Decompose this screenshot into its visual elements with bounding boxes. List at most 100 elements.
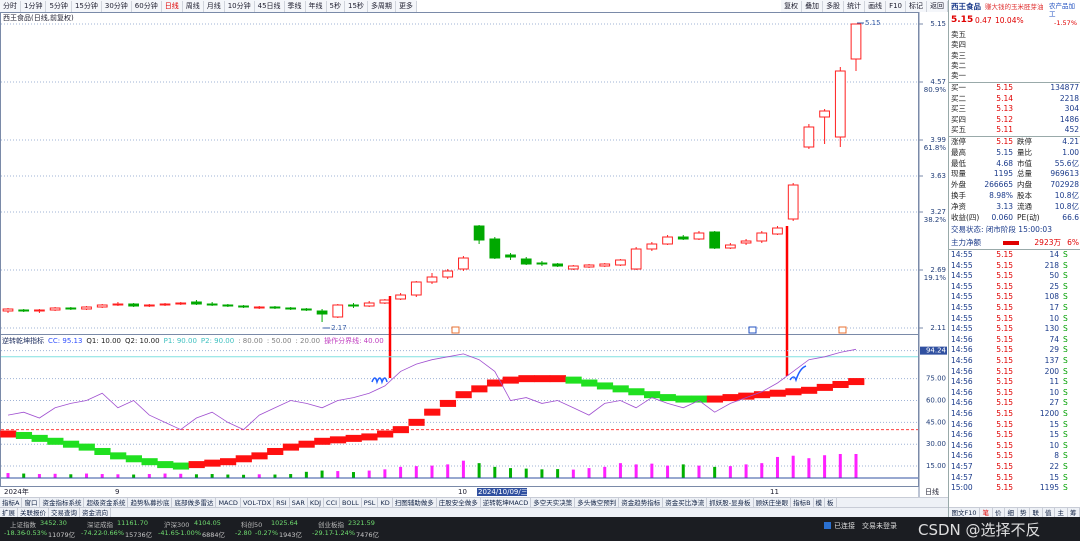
indicator-tab[interactable]: 指标A — [0, 498, 23, 508]
tool-button[interactable]: 叠加 — [802, 0, 824, 12]
index-price: 4104.05 — [194, 519, 221, 527]
indicator-tab[interactable]: CCI — [324, 498, 341, 508]
y-tick-label: 30.00 — [926, 440, 946, 448]
indicator-tab[interactable]: 庄股安全做多 — [437, 498, 481, 508]
period-button[interactable]: 年线 — [306, 0, 327, 12]
tool-button[interactable]: 返回 — [927, 0, 948, 12]
panel-tab[interactable]: 势 — [1018, 508, 1031, 517]
chart-area: 西王食品(日线,前复权) 5.15 4.57 3.99 3.63 3.27 2.69 2.11… — [0, 12, 947, 497]
index-price: 11161.70 — [117, 519, 149, 527]
period-button[interactable]: 15分钟 — [72, 0, 102, 12]
scribble — [371, 377, 388, 385]
period-button[interactable]: 季线 — [285, 0, 306, 12]
extension-tab[interactable]: 关联报价 — [18, 508, 49, 518]
period-button[interactable]: 45日线 — [255, 0, 285, 12]
tick-volume: 108 — [1044, 292, 1059, 302]
indicator-tab[interactable]: 扫图辅助做多 — [393, 498, 437, 508]
candle-body — [709, 231, 721, 249]
indicator-title: 逆转乾坤指标 — [2, 337, 44, 345]
tool-button[interactable]: 画线 — [865, 0, 887, 12]
panel-tab[interactable]: 主 — [1055, 508, 1068, 517]
period-button[interactable]: 30分钟 — [102, 0, 132, 12]
period-button[interactable]: 分时 — [0, 0, 21, 12]
extension-tab[interactable]: 扩展 — [0, 508, 18, 518]
indicator-tab[interactable]: 模 — [814, 498, 826, 508]
indicator-tab[interactable]: MACD — [216, 498, 241, 508]
period-button[interactable]: 周线 — [183, 0, 204, 12]
x-tick-label: 11 — [770, 488, 779, 496]
period-button[interactable]: 5分钟 — [46, 0, 72, 12]
tick-time: 14:56 — [951, 387, 973, 397]
indicator-tab[interactable]: 窗口 — [22, 498, 41, 508]
x-tick-label: 日线 — [925, 487, 939, 496]
tick-flag: S — [1063, 250, 1068, 259]
candle-body — [834, 70, 846, 138]
panel-tab[interactable]: 细 — [1005, 508, 1018, 517]
volume-bar — [760, 463, 764, 478]
stat-label: 跌停 — [1017, 137, 1032, 146]
indicator-tab[interactable]: KD — [378, 498, 393, 508]
tick-volume: 218 — [1044, 260, 1059, 270]
indicator-tab[interactable]: 多空天实决策 — [531, 498, 576, 508]
indicator-tab[interactable]: RSI — [274, 498, 290, 508]
extension-tab[interactable]: 交易查询 — [49, 508, 80, 518]
indicator-tab[interactable]: 板 — [825, 498, 837, 508]
candle-body — [740, 240, 752, 244]
indicator-tab[interactable]: 逆转乾坤MACD — [481, 498, 532, 508]
tick-time: 14:55 — [951, 313, 973, 323]
tick-price: 5.15 — [996, 324, 1013, 334]
period-button[interactable]: 60分钟 — [132, 0, 162, 12]
indicator-tab[interactable]: 资金买比净流 — [663, 498, 708, 508]
stat-label: 市值 — [1017, 158, 1032, 168]
indicator-tab[interactable]: 底部做多雷达 — [172, 498, 217, 508]
tick-flag: S — [1063, 356, 1068, 365]
tool-button[interactable]: 标记 — [906, 0, 927, 12]
indicator-tab[interactable]: 趋势私募抄底 — [128, 498, 173, 508]
indicator-tab[interactable]: 指标B — [791, 498, 814, 508]
indicator-tab[interactable]: KDJ — [308, 498, 325, 508]
panel-tab[interactable]: 价 — [993, 508, 1006, 517]
indicator-tab[interactable]: 抓妖股-显身板 — [707, 498, 754, 508]
indicator-tab[interactable]: SAR — [290, 498, 308, 508]
candle-body — [615, 259, 626, 266]
tick-flag: S — [1063, 313, 1068, 323]
panel-tab[interactable]: 筹 — [1068, 508, 1080, 517]
index-name: 上证指数 — [10, 521, 36, 529]
tool-button[interactable]: F10 — [886, 0, 906, 12]
stock-slogan: 赚大钱的玉米胚芽油 — [985, 3, 1044, 11]
panel-tab[interactable]: 值 — [1043, 508, 1056, 517]
trend-step — [62, 440, 80, 448]
period-button[interactable]: 更多 — [396, 0, 417, 12]
indicator-tab[interactable]: PSL — [362, 498, 379, 508]
period-button[interactable]: 多周期 — [368, 0, 396, 12]
indicator-tab[interactable]: VOL-TDX — [241, 498, 275, 508]
period-button[interactable]: 1分钟 — [21, 0, 47, 12]
indicator-tab[interactable]: 顾妖庄坐眼 — [754, 498, 792, 508]
tick-flag: S — [1063, 451, 1068, 461]
tick-flag: S — [1063, 377, 1068, 387]
indicator-tab[interactable]: 超级资金系统 — [84, 498, 129, 508]
volume-bar — [744, 464, 748, 478]
period-button[interactable]: 5秒 — [327, 0, 346, 12]
period-button[interactable]: 月线 — [204, 0, 225, 12]
panel-tab[interactable]: 笔 — [980, 508, 993, 517]
tool-button[interactable]: 统计 — [844, 0, 866, 12]
fib-label: 19.1% — [924, 274, 947, 282]
volume-bar — [461, 460, 465, 478]
tool-button[interactable]: 多股 — [823, 0, 845, 12]
indicator-tab[interactable]: 资金指标系统 — [40, 498, 85, 508]
index-pct: -1.24% — [332, 529, 355, 537]
period-button[interactable]: 10分钟 — [225, 0, 255, 12]
panel-tab[interactable]: 图文F10 — [949, 508, 981, 517]
extension-tab[interactable]: 资金流向 — [80, 508, 111, 518]
indicator-tab[interactable]: 多头做空预判 — [575, 498, 620, 508]
tool-button[interactable]: 复权 — [781, 0, 803, 12]
indicator-tab[interactable]: BOLL — [340, 498, 362, 508]
panel-tab[interactable]: 联 — [1030, 508, 1043, 517]
period-button[interactable]: 日线 — [162, 0, 183, 12]
period-button[interactable]: 15秒 — [345, 0, 368, 12]
index-change: -18.36 — [4, 529, 25, 537]
indicator-tab[interactable]: 资金趋势指标 — [619, 498, 664, 508]
y-tick-label: 15.00 — [926, 462, 946, 470]
login-status: 交易未登录 — [862, 522, 897, 530]
